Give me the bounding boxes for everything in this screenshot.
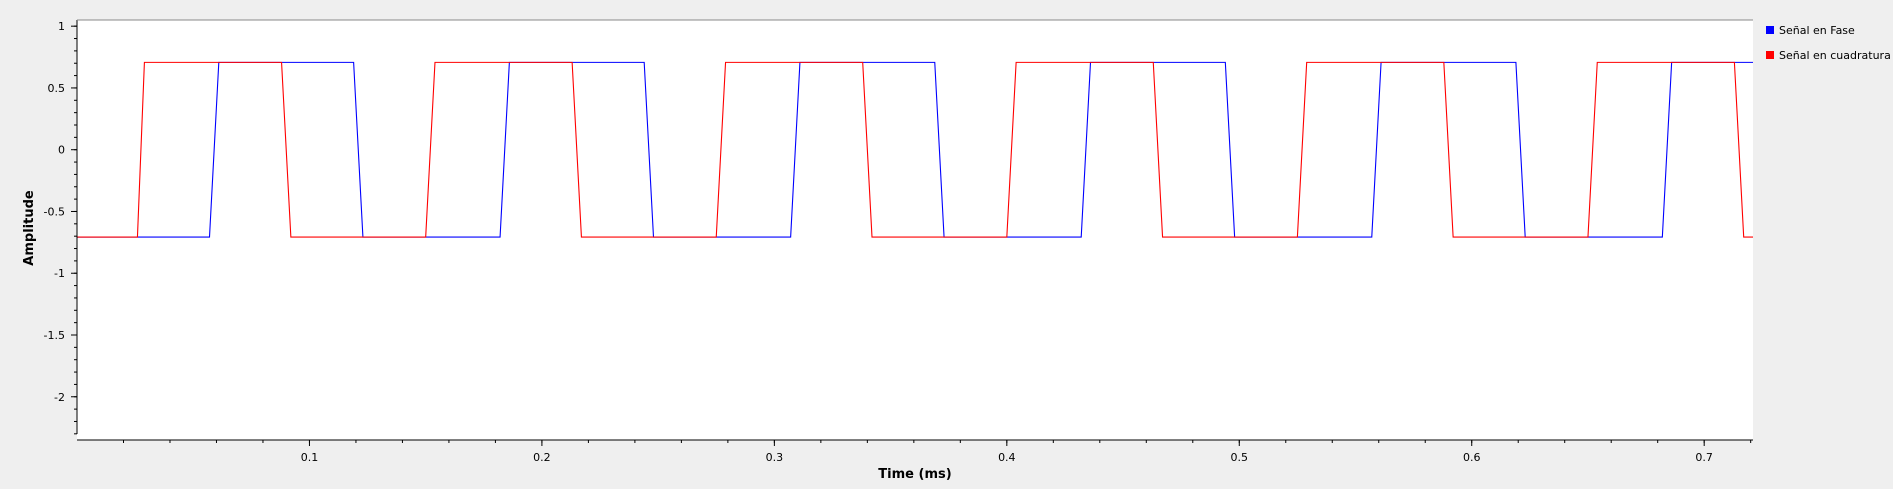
y-tick-label: 0.5 xyxy=(48,82,66,95)
x-tick-label: 0.1 xyxy=(301,451,319,464)
legend-swatch xyxy=(1766,26,1774,34)
legend-item-0[interactable]: Señal en Fase xyxy=(1766,24,1855,37)
y-tick-label: -0.5 xyxy=(44,205,65,218)
y-tick-label: -2 xyxy=(54,391,65,404)
x-tick-label: 0.6 xyxy=(1463,451,1481,464)
legend-swatch xyxy=(1766,51,1774,59)
legend-label: Señal en Fase xyxy=(1779,24,1855,37)
x-axis-title: Time (ms) xyxy=(878,467,951,482)
y-axis-title: Amplitude xyxy=(22,190,37,266)
y-tick-label: 1 xyxy=(58,20,65,33)
legend[interactable]: Señal en Fase Señal en cuadratura xyxy=(1766,24,1891,62)
legend-item-1[interactable]: Señal en cuadratura xyxy=(1766,49,1891,62)
plot-background xyxy=(77,20,1753,440)
x-axis: 0.1 0.2 0.3 0.4 0.5 0.6 0.7 xyxy=(77,439,1753,464)
y-tick-label: -1 xyxy=(54,267,65,280)
legend-label: Señal en cuadratura xyxy=(1779,49,1891,62)
x-tick-label: 0.3 xyxy=(766,451,784,464)
y-tick-label: -1.5 xyxy=(44,329,65,342)
series-line-1 xyxy=(77,61,1753,238)
x-tick-label: 0.4 xyxy=(998,451,1016,464)
y-tick-label: 0 xyxy=(58,144,65,157)
x-tick-label: 0.2 xyxy=(533,451,551,464)
series-line-0 xyxy=(77,61,1753,238)
x-tick-label: 0.5 xyxy=(1231,451,1249,464)
y-axis: 1 0.5 0 -0.5 -1 -1.5 -2 xyxy=(44,20,78,435)
x-tick-label: 0.7 xyxy=(1695,451,1713,464)
